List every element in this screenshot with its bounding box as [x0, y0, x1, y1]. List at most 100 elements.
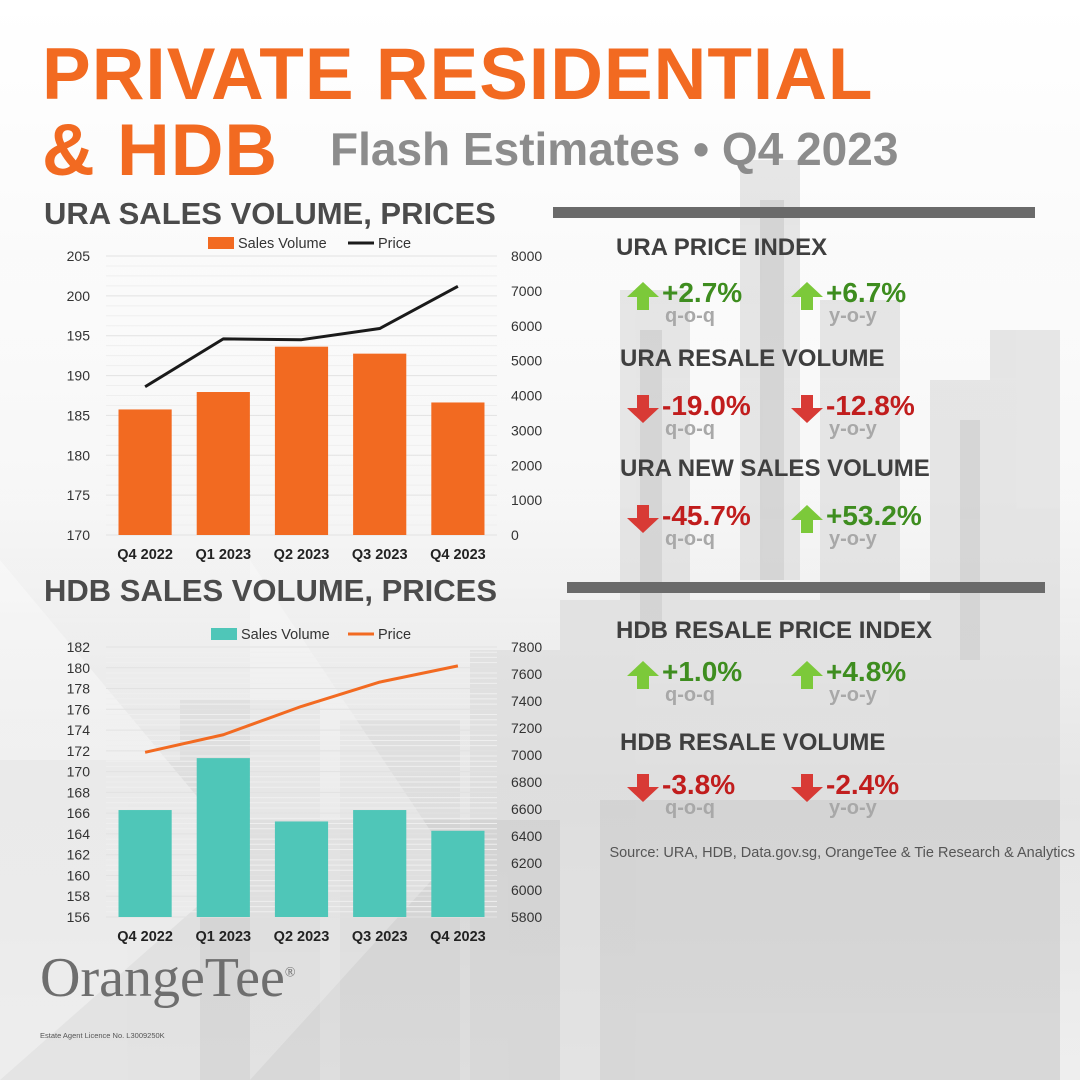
left-axis-tick-label: 162: [67, 847, 91, 863]
registered-mark: ®: [284, 965, 296, 981]
hdb-section-divider: [567, 582, 1045, 593]
kpi-value: +4.8%: [826, 656, 907, 687]
right-axis-tick-label: 6000: [511, 318, 542, 334]
category-label: Q4 2023: [430, 929, 486, 945]
right-axis-tick-label: 5000: [511, 353, 542, 369]
down-arrow-icon: [791, 774, 823, 802]
left-axis-tick-label: 170: [67, 764, 91, 780]
left-axis-tick-label: 182: [67, 639, 91, 655]
legend-label: Price: [378, 627, 411, 643]
sales-volume-bar: [431, 402, 485, 535]
right-axis-tick-label: 6000: [511, 882, 542, 898]
down-arrow-icon: [627, 395, 659, 423]
price-line: [144, 284, 459, 389]
left-axis-tick-label: 190: [67, 368, 91, 384]
down-arrow-icon: [627, 774, 659, 802]
down-arrow-icon: [627, 505, 659, 533]
sales-volume-bar: [353, 353, 407, 535]
sales-volume-bar: [274, 346, 329, 535]
up-arrow-icon: [791, 505, 823, 533]
left-axis-tick-label: 174: [67, 722, 91, 738]
left-axis-tick-label: 178: [67, 681, 91, 697]
left-axis-tick-label: 156: [67, 909, 91, 925]
kpi-heading-hdb-resale-volume: HDB RESALE VOLUME: [620, 729, 886, 756]
category-label: Q3 2023: [352, 929, 408, 945]
right-axis-tick-label: 6200: [511, 855, 542, 871]
kpi-value: -2.4%: [826, 769, 900, 800]
right-axis-tick-label: 2000: [511, 457, 542, 473]
right-axis-tick-label: 7200: [511, 720, 542, 736]
left-axis-tick-label: 205: [67, 248, 91, 264]
kpi-period-label: q-o-q: [665, 418, 715, 440]
right-axis-tick-label: 8000: [511, 248, 542, 264]
left-axis-tick-label: 158: [67, 888, 91, 904]
ura-section-divider: [553, 207, 1035, 218]
sales-volume-bar: [431, 830, 485, 917]
right-axis-tick-label: 7400: [511, 693, 542, 709]
right-axis-tick-label: 5800: [511, 909, 542, 925]
left-axis-tick-label: 160: [67, 867, 91, 883]
up-arrow-icon: [627, 661, 659, 689]
kpi-value: -12.8%: [826, 390, 915, 421]
kpi-value: +53.2%: [826, 500, 922, 531]
right-axis-tick-label: 6400: [511, 828, 542, 844]
page-title-line1: PRIVATE RESIDENTIAL: [42, 34, 874, 115]
left-axis-tick-label: 172: [67, 743, 91, 759]
sales-volume-bar: [196, 392, 250, 535]
left-axis-tick-label: 168: [67, 784, 91, 800]
category-label: Q4 2023: [430, 547, 486, 563]
left-axis-tick-label: 170: [67, 527, 91, 543]
right-axis-tick-label: 7600: [511, 666, 542, 682]
sales-volume-bar: [274, 821, 329, 917]
category-label: Q4 2022: [117, 929, 173, 945]
left-axis-tick-label: 180: [67, 447, 91, 463]
kpi-period-label: q-o-q: [665, 684, 715, 706]
hdb-sales-chart: 156 158 160 162 164 166 168 170 172 174 176 178 180 1…: [67, 627, 543, 945]
sales-volume-bar: [118, 810, 172, 917]
right-axis-tick-label: 4000: [511, 388, 542, 404]
kpi-period-label: y-o-y: [829, 684, 877, 706]
left-axis-tick-label: 164: [67, 826, 91, 842]
legend-swatch-bar: [208, 237, 234, 249]
orangetee-logo: OrangeTee®: [40, 950, 295, 1006]
kpi-value: -3.8%: [662, 769, 736, 800]
kpi-value: +1.0%: [662, 656, 743, 687]
sales-volume-bar: [196, 758, 250, 917]
ura-section-heading: URA SALES VOLUME, PRICES: [44, 196, 496, 231]
category-label: Q3 2023: [352, 547, 408, 563]
kpi-period-label: y-o-y: [829, 797, 877, 819]
page-title-line2: & HDB: [42, 110, 279, 191]
left-axis-tick-label: 200: [67, 288, 91, 304]
right-axis-tick-label: 6800: [511, 774, 542, 790]
left-axis-tick-label: 195: [67, 328, 91, 344]
up-arrow-icon: [791, 661, 823, 689]
right-axis-tick-label: 3000: [511, 422, 542, 438]
kpi-heading-ura-price-index: URA PRICE INDEX: [616, 234, 828, 261]
category-label: Q2 2023: [274, 929, 330, 945]
kpi-heading-hdb-resale-price-index: HDB RESALE PRICE INDEX: [616, 617, 933, 644]
left-axis-tick-label: 185: [67, 407, 91, 423]
kpi-period-label: y-o-y: [829, 305, 877, 327]
right-axis-tick-label: 0: [511, 527, 519, 543]
left-axis-tick-label: 166: [67, 805, 91, 821]
price-line: [144, 664, 459, 754]
kpi-value: -45.7%: [662, 500, 751, 531]
sales-volume-bar: [118, 409, 172, 535]
left-axis-tick-label: 176: [67, 701, 91, 717]
left-axis-tick-label: 175: [67, 487, 91, 503]
legend-label: Sales Volume: [241, 627, 330, 643]
right-axis-tick-label: 7000: [511, 283, 542, 299]
kpi-period-label: y-o-y: [829, 418, 877, 440]
kpi-period-label: q-o-q: [665, 305, 715, 327]
up-arrow-icon: [791, 282, 823, 310]
legend-label: Sales Volume: [238, 236, 327, 252]
kpi-value: -19.0%: [662, 390, 751, 421]
sales-volume-bar: [353, 810, 407, 917]
right-axis-tick-label: 6600: [511, 801, 542, 817]
category-label: Q1 2023: [195, 547, 251, 563]
kpi-value: +6.7%: [826, 277, 907, 308]
kpi-period-label: y-o-y: [829, 528, 877, 550]
logo-text: OrangeTee: [40, 947, 285, 1009]
source-note: Source: URA, HDB, Data.gov.sg, OrangeTee…: [609, 845, 1075, 861]
